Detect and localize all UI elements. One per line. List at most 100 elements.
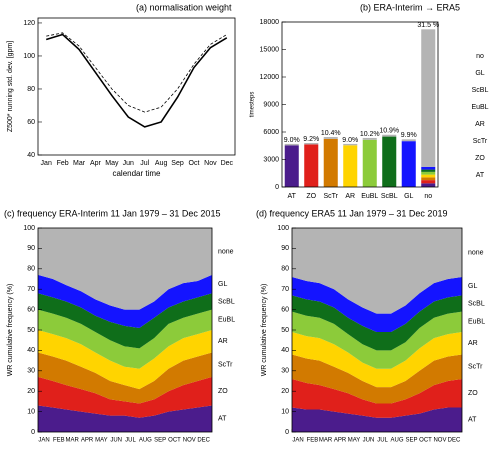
bar-segment (284, 143, 299, 146)
plot-frame (291, 227, 463, 433)
x-tick-label: JUL (377, 438, 388, 444)
bar-label: 9.0% (342, 137, 358, 144)
x-tick-label: Nov (204, 160, 217, 167)
bar-segment (421, 169, 436, 172)
x-tick-label: JUN (110, 438, 122, 444)
bar-segment (323, 138, 338, 187)
legend-label: ScBL (472, 87, 489, 94)
x-tick-label: Feb (57, 160, 69, 167)
legend-label: ZO (218, 388, 228, 395)
y-tick-label: 50 (27, 327, 35, 334)
legend-label: no (476, 53, 484, 60)
y-tick-label: 40 (27, 347, 35, 354)
x-tick-label: Oct (189, 160, 200, 167)
legend-label: EuBL (468, 319, 485, 326)
x-tick-label: APR (334, 438, 347, 444)
x-tick-label: GL (404, 193, 413, 200)
x-tick-label: FEB (307, 438, 319, 444)
area (38, 352, 212, 404)
area (292, 354, 462, 404)
y-tick-label: 30 (27, 368, 35, 375)
bar-segment (421, 180, 436, 184)
legend-label: AT (468, 417, 477, 424)
x-tick-label: MAY (95, 438, 108, 444)
legend-label: ScTr (218, 362, 233, 369)
area (38, 274, 212, 328)
plot-frame (37, 227, 213, 433)
area (292, 295, 462, 351)
x-tick-label: JUN (363, 438, 375, 444)
area (292, 407, 462, 432)
y-tick-label: 60 (27, 306, 35, 313)
panel-title: (b) ERA-Interim → ERA5 (360, 2, 460, 12)
bar-segment (304, 143, 319, 145)
x-tick-label: DEC (448, 438, 461, 444)
area (38, 309, 212, 369)
legend-label: ScBL (468, 300, 485, 307)
bar-segment (284, 145, 299, 187)
bar-segment (401, 139, 416, 142)
bar-segment (382, 134, 397, 137)
x-tick-label: Jun (123, 160, 134, 167)
legend-label: GL (218, 281, 227, 288)
y-tick-label: 40 (281, 347, 289, 354)
legend-label: AT (218, 416, 227, 423)
y-tick-label: 120 (23, 20, 35, 27)
x-tick-label: NOV (183, 438, 196, 444)
panel-title: (c) frequency ERA-Interim 11 Jan 1979 – … (4, 208, 220, 218)
legend-label: AT (476, 172, 485, 179)
x-tick-label: MAY (348, 438, 361, 444)
area (292, 378, 462, 418)
bar-label: 10.4% (321, 130, 341, 137)
area (38, 330, 212, 390)
y-axis-label: timesteps (250, 92, 256, 118)
legend-label: AR (468, 340, 478, 347)
x-tick-label: MAR (66, 438, 80, 444)
x-tick-label: May (105, 160, 119, 167)
y-tick-label: 60 (27, 119, 35, 126)
x-tick-label: DEC (197, 438, 210, 444)
bar-segment (343, 143, 358, 146)
x-tick-label: ScTr (323, 193, 338, 200)
bar-label: 10.2% (360, 131, 380, 138)
plot-frame (281, 21, 439, 188)
panel-title: (d) frequency ERA5 11 Jan 1979 – 31 Dec … (256, 208, 447, 218)
x-tick-label: EuBL (361, 193, 378, 200)
bar-label: 9.9% (401, 132, 417, 139)
legend-label: AR (218, 338, 228, 345)
y-tick-label: 6000 (263, 129, 279, 136)
bar-segment (362, 137, 377, 140)
area (292, 276, 462, 333)
legend-label: ZO (468, 390, 478, 397)
x-axis-label: calendar time (112, 169, 161, 178)
area (292, 228, 462, 314)
y-axis-label: Z500* running std. dev. [gpm] (7, 41, 14, 132)
legend-label: none (468, 249, 484, 256)
y-tick-label: 3000 (263, 156, 279, 163)
y-tick-label: 50 (281, 327, 289, 334)
x-tick-label: APR (81, 438, 94, 444)
line (45, 33, 228, 128)
bar-segment (421, 183, 436, 187)
area (292, 332, 462, 388)
y-tick-label: 18000 (260, 19, 280, 26)
bar-label: 9.0% (284, 137, 300, 144)
x-tick-label: AUG (391, 438, 404, 444)
legend-label: none (218, 248, 234, 255)
legend-label: ScTr (468, 364, 483, 371)
y-tick-label: 0 (285, 429, 289, 436)
x-tick-label: MAR (319, 438, 333, 444)
x-tick-label: SEP (405, 438, 417, 444)
y-tick-label: 10 (27, 408, 35, 415)
bar-segment (421, 29, 436, 167)
bar-segment (304, 144, 319, 187)
x-tick-label: FEB (53, 438, 65, 444)
y-axis-label: WR cumulative frequency (%) (261, 284, 268, 377)
bar-segment (343, 145, 358, 187)
y-tick-label: 70 (27, 286, 35, 293)
y-tick-label: 20 (27, 388, 35, 395)
y-tick-label: 15000 (260, 46, 280, 53)
y-tick-label: 0 (31, 429, 35, 436)
bar-label: 10.9% (379, 128, 399, 135)
